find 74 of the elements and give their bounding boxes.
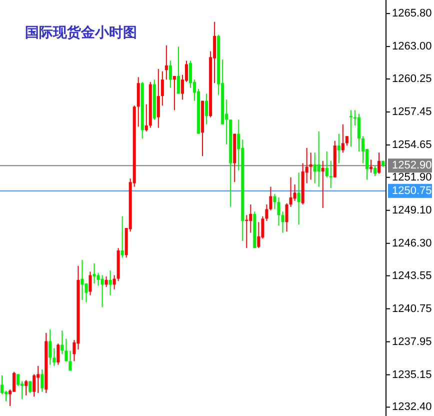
candlestick xyxy=(337,133,340,164)
candlestick xyxy=(285,202,288,232)
candlestick xyxy=(172,76,176,111)
candlestick xyxy=(249,204,252,234)
candlestick xyxy=(88,271,92,296)
y-tick-label: 1243.55 xyxy=(392,270,432,282)
candlestick xyxy=(345,136,348,146)
candlestick xyxy=(309,152,312,180)
candlestick xyxy=(317,130,320,188)
candlestick xyxy=(160,70,164,106)
candlestick xyxy=(188,60,192,88)
y-tick-label: 1240.75 xyxy=(392,302,432,315)
y-tick-label: 1254.65 xyxy=(392,138,432,151)
y-tick-label: 1235.15 xyxy=(392,368,432,381)
candlestick xyxy=(40,368,44,392)
candlestick xyxy=(289,176,292,208)
candlestick xyxy=(377,152,380,174)
candlestick xyxy=(373,165,376,177)
candlestick xyxy=(156,68,160,128)
y-tick-label: 1232.40 xyxy=(392,401,432,414)
candlestick xyxy=(96,272,100,286)
candlestick xyxy=(273,193,276,210)
candlestick xyxy=(80,259,84,300)
candlestick xyxy=(48,328,52,366)
candlestick xyxy=(313,152,316,184)
candlestick xyxy=(60,330,64,355)
candlestick xyxy=(297,172,300,225)
candlestick xyxy=(56,343,60,366)
candlestick xyxy=(84,282,88,303)
ref-line-label: 1250.75 xyxy=(392,184,432,197)
candlestick xyxy=(205,93,208,125)
y-tick-label: 1265.80 xyxy=(392,8,432,20)
candlestick xyxy=(104,276,108,288)
text: 国际现货金小时图 xyxy=(25,25,137,41)
y-tick-label: 1260.25 xyxy=(392,72,432,85)
candlestick xyxy=(168,60,172,88)
candlestick xyxy=(293,184,296,202)
candlestick xyxy=(321,160,324,208)
candlestick xyxy=(144,104,148,132)
candlestick xyxy=(269,186,272,211)
candlestick xyxy=(68,350,72,372)
y-tick-label: 1257.45 xyxy=(392,106,432,118)
candlestick xyxy=(52,348,56,366)
candlestick xyxy=(92,262,96,284)
candlestick xyxy=(100,274,104,308)
candlestick xyxy=(257,222,260,249)
candlestick xyxy=(176,46,180,94)
candlestick xyxy=(164,44,168,80)
candlestick xyxy=(24,380,28,396)
candlestick xyxy=(28,380,32,394)
y-tick-label: 1237.95 xyxy=(392,336,432,348)
candlestick xyxy=(341,124,344,154)
candlestick xyxy=(357,113,360,152)
candlestick xyxy=(12,371,16,392)
candlestick xyxy=(265,204,268,222)
y-tick-label: 1246.30 xyxy=(392,237,432,250)
ref-line-label: 1252.90 xyxy=(392,160,432,172)
candlestick xyxy=(136,76,140,128)
candlestick xyxy=(329,160,332,188)
candlestick xyxy=(325,150,328,178)
y-tick-label: 1251.90 xyxy=(392,171,432,184)
candlestick xyxy=(0,374,4,395)
candlestick xyxy=(16,374,20,386)
y-tick-label: 1263.00 xyxy=(392,40,432,53)
candlestick xyxy=(108,270,112,296)
candlestick xyxy=(349,110,352,148)
candlestick xyxy=(32,374,36,398)
candlestick xyxy=(36,365,40,394)
candlestick xyxy=(277,196,280,226)
candlestick xyxy=(120,216,124,258)
candlestick xyxy=(281,211,284,234)
y-tick-label: 1249.10 xyxy=(392,204,432,216)
candlestick xyxy=(112,274,116,290)
candlestick xyxy=(64,338,68,362)
